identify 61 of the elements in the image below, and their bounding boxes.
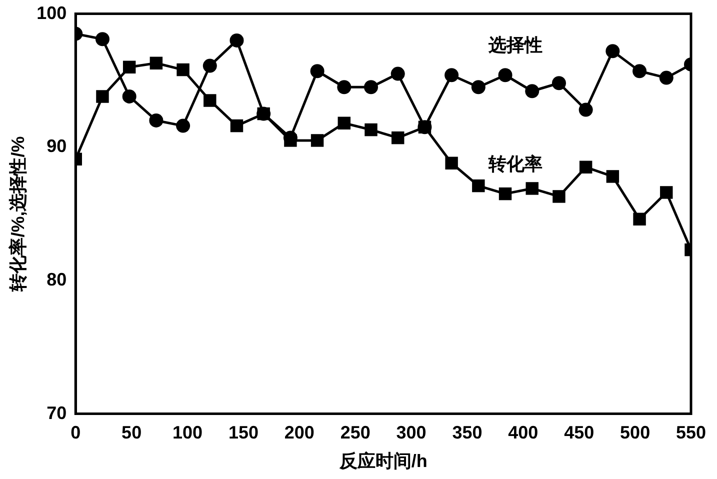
point [176, 63, 190, 76]
point [391, 131, 404, 144]
point [578, 102, 593, 117]
point [284, 134, 297, 147]
point [444, 68, 459, 82]
point [257, 107, 270, 120]
point [122, 89, 136, 104]
point [471, 80, 486, 94]
series-label: 转化率 [487, 154, 542, 174]
x-tick-label: 550 [676, 422, 706, 443]
x-tick-label: 200 [284, 422, 314, 443]
point [390, 66, 405, 81]
point [149, 113, 164, 128]
point [552, 76, 566, 90]
x-tick-label: 450 [564, 422, 594, 443]
x-axis-title: 反应时间/h [338, 451, 428, 472]
point [230, 119, 244, 132]
x-tick-label: 300 [396, 422, 426, 443]
point [526, 182, 538, 195]
point [660, 186, 673, 199]
point [95, 32, 110, 46]
point [418, 120, 432, 134]
point [659, 70, 674, 85]
point [445, 156, 458, 170]
x-tick-label: 150 [228, 422, 258, 443]
y-tick-label: 100 [36, 2, 67, 23]
y-tick-label: 70 [46, 402, 67, 423]
point [606, 44, 620, 58]
point [310, 134, 324, 147]
point [498, 187, 512, 200]
y-tick-label: 80 [46, 269, 67, 290]
point [122, 60, 136, 74]
point [338, 116, 351, 130]
x-tick-label: 350 [452, 422, 482, 443]
x-tick-label: 250 [340, 422, 370, 443]
y-tick-label: 90 [46, 136, 67, 156]
point [633, 212, 646, 226]
point [96, 90, 109, 103]
point [472, 179, 485, 192]
point [337, 80, 352, 94]
x-tick-label: 500 [620, 422, 650, 443]
point [632, 64, 647, 78]
point [579, 160, 592, 174]
point [310, 64, 324, 78]
x-tick-label: 0 [70, 422, 81, 443]
y-axis-title: 转化率/%,选择性/% [8, 136, 28, 292]
point [498, 68, 512, 82]
point [364, 123, 378, 136]
point [364, 80, 378, 94]
point [525, 84, 540, 98]
point [176, 118, 190, 133]
point [230, 33, 244, 48]
x-tick-label: 400 [508, 422, 538, 443]
x-tick-label: 50 [122, 422, 142, 443]
point [606, 170, 620, 183]
point [204, 94, 216, 107]
x-tick-label: 100 [172, 422, 203, 443]
point [150, 56, 163, 70]
point [552, 190, 566, 203]
series-label: 选择性 [487, 35, 542, 56]
point [202, 58, 217, 73]
